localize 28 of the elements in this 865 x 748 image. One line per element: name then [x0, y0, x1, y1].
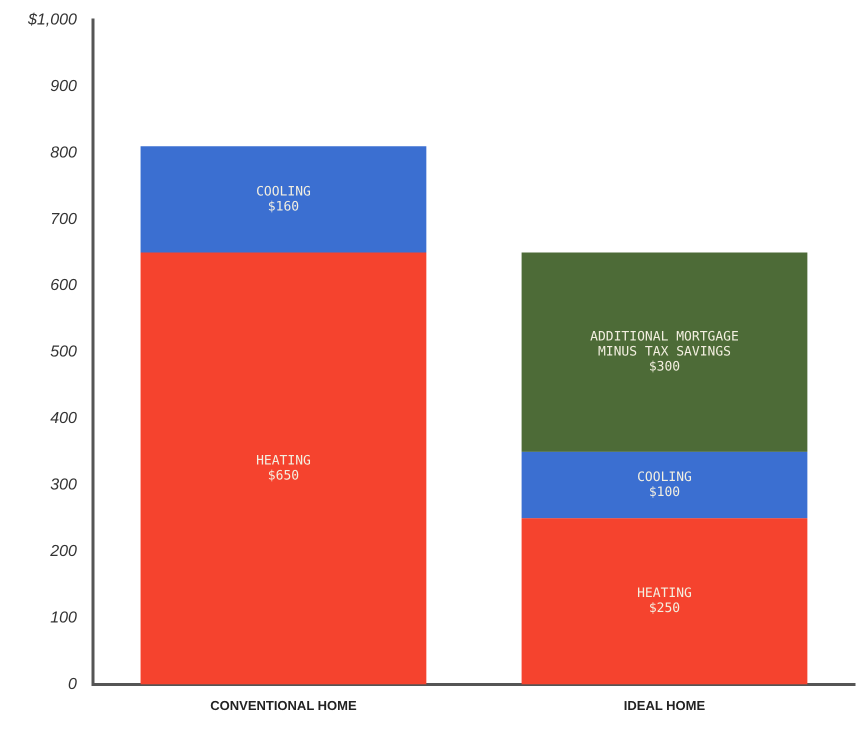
bar [522, 452, 808, 518]
y-tick-label: 800 [50, 144, 78, 162]
series-label: HEATING [637, 586, 692, 602]
y-tick-label: 300 [50, 476, 78, 494]
y-tick-label: 600 [50, 277, 78, 294]
y-tick-label: 400 [50, 410, 78, 428]
bar [140, 252, 426, 684]
data-label: $100 [648, 484, 680, 500]
y-tick-label: 500 [50, 344, 78, 361]
y-tick-label: 100 [50, 609, 78, 626]
data-label: $160 [268, 199, 300, 214]
text: HEATING [256, 453, 311, 468]
bar [522, 252, 808, 452]
data-label: $300 [648, 360, 680, 375]
x-tick-label: IDEAL HOME [624, 698, 706, 713]
bar [522, 518, 808, 684]
data-label: $650 [268, 468, 300, 484]
series-label: COOLING [637, 470, 692, 485]
data-label: $250 [648, 601, 680, 616]
bar [140, 146, 426, 253]
y-tick-label: 700 [50, 210, 78, 228]
series-label: ADDITIONAL MORTGAGE MINUS TAX SAVINGS [590, 330, 739, 360]
text: COOLING [256, 184, 311, 200]
y-tick-label: 0 [68, 676, 78, 693]
y-tick-label: $1,000 [27, 11, 78, 28]
y-tick-label: 900 [50, 78, 78, 95]
y-tick-label: 200 [49, 542, 78, 560]
x-tick-label: CONVENTIONAL HOME [210, 698, 357, 713]
